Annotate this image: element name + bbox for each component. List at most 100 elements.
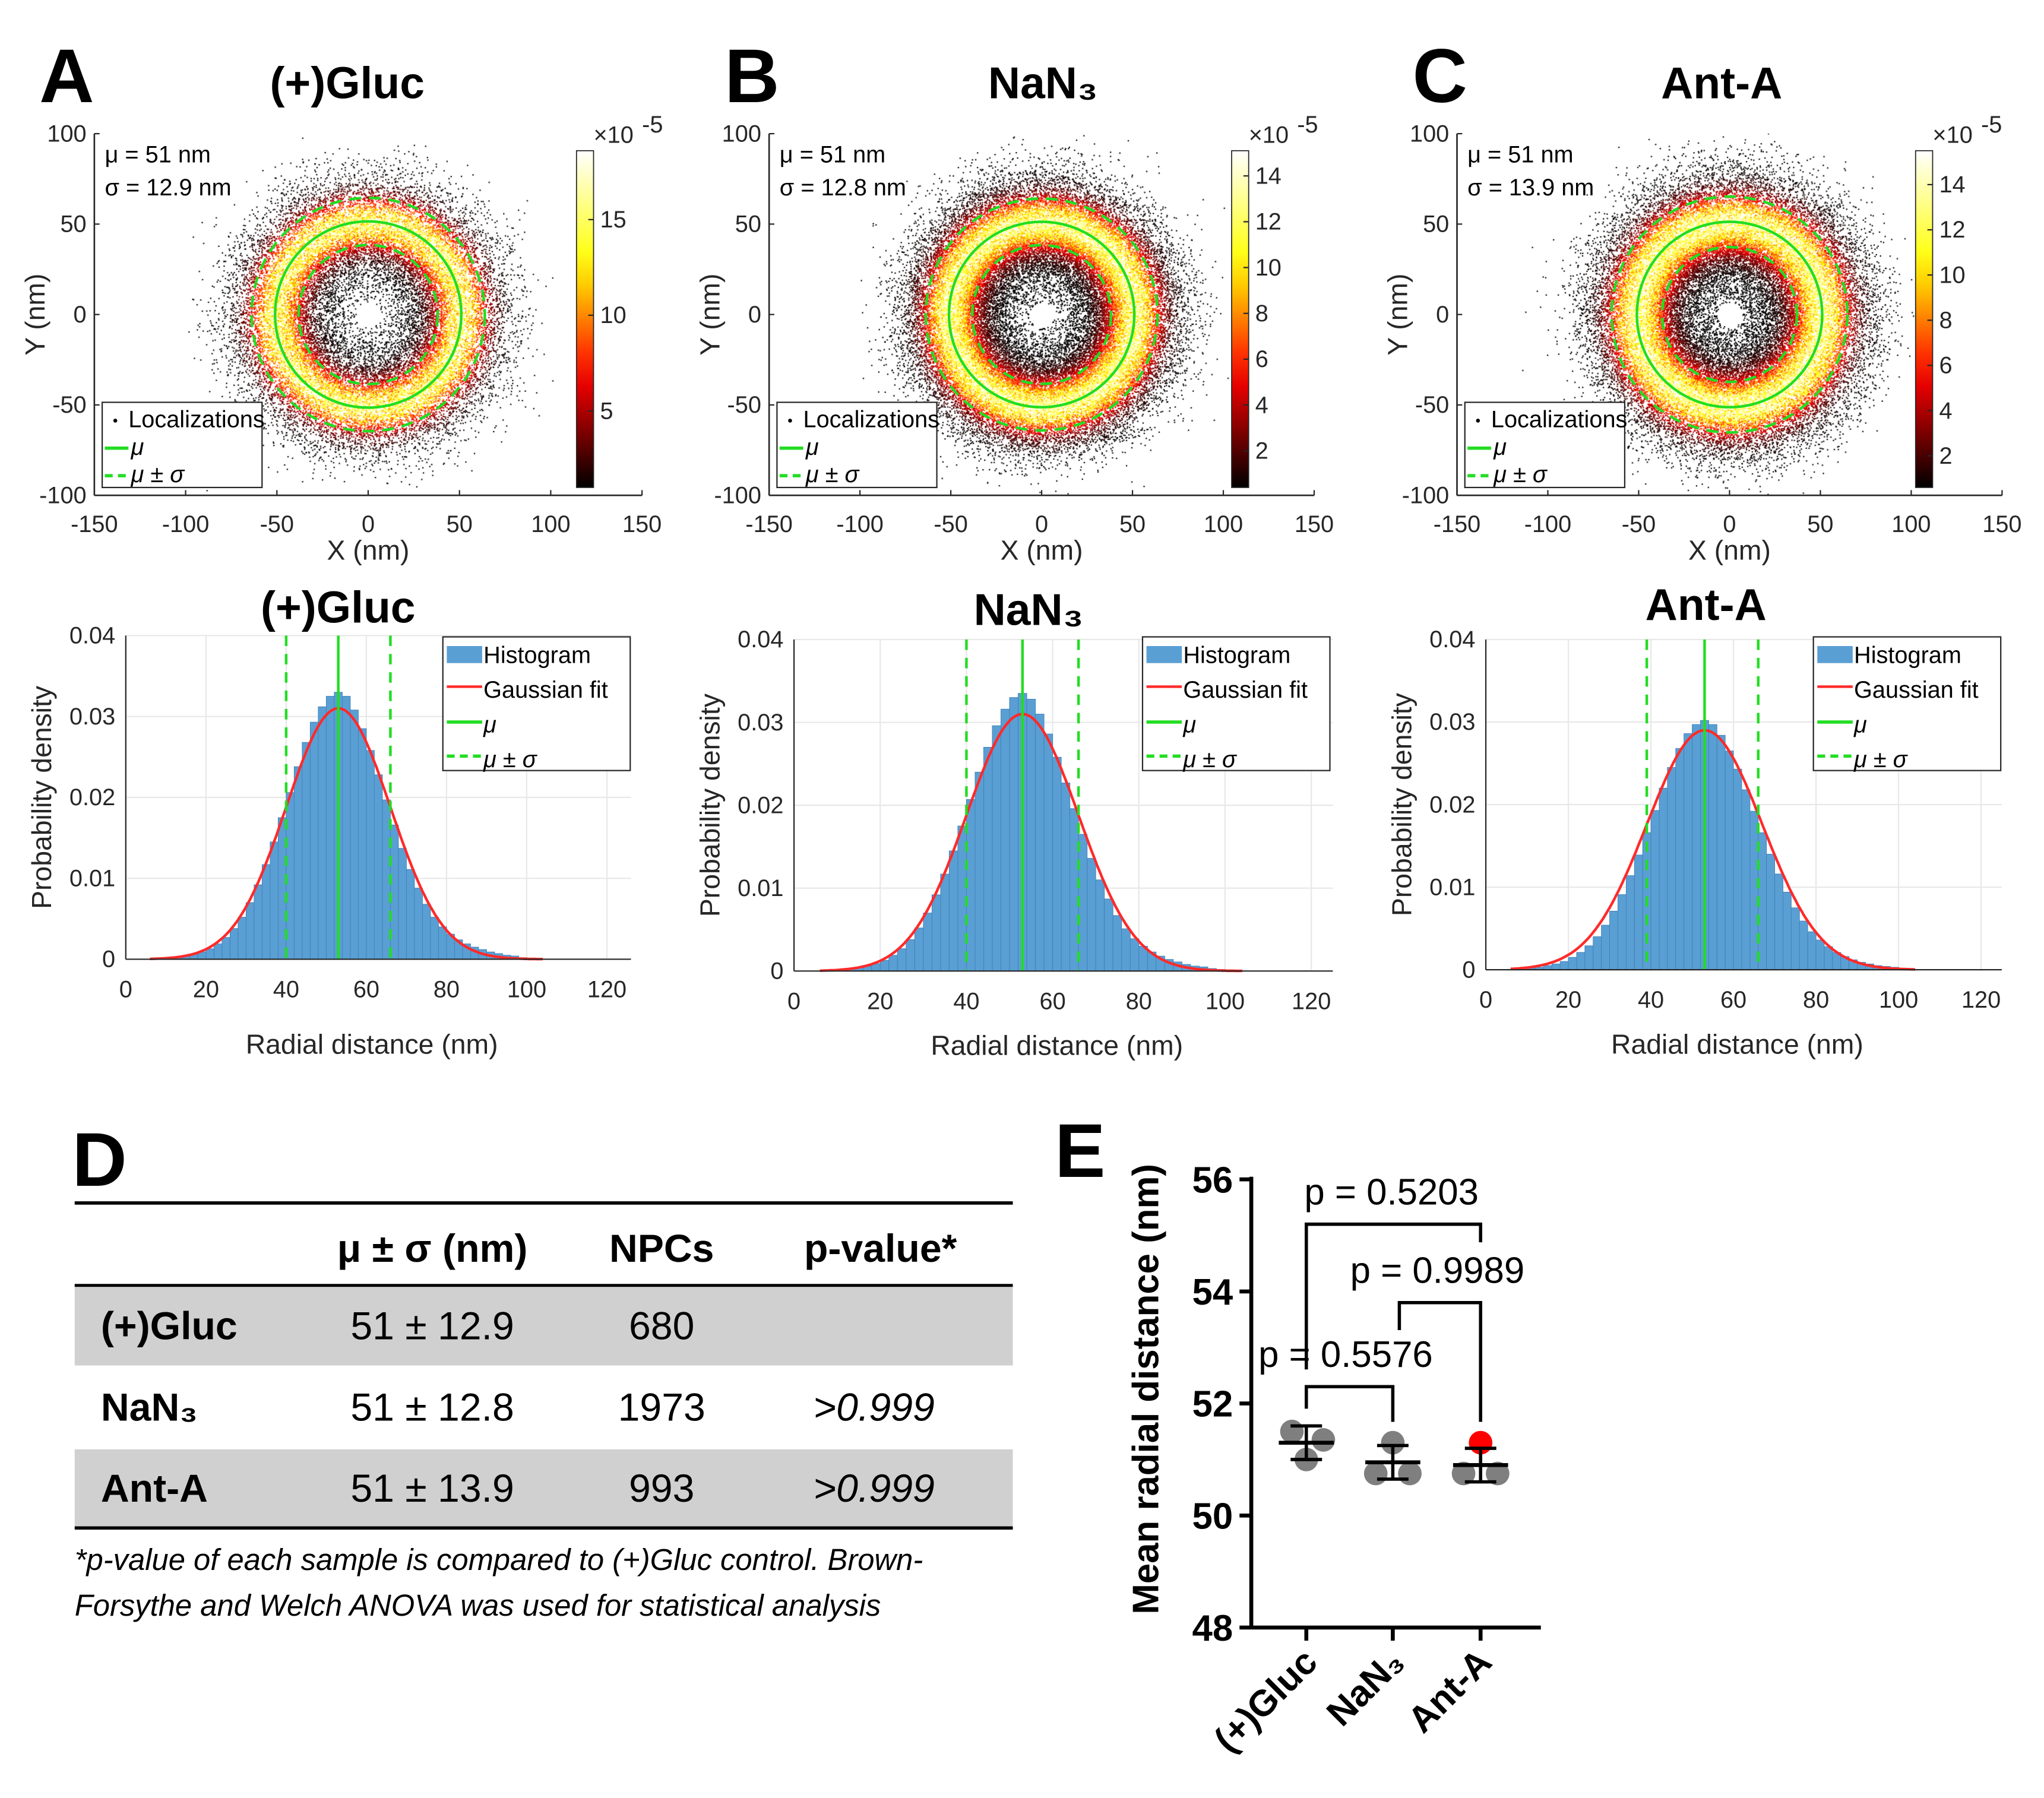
x-tick-label: 150: [1982, 511, 2021, 537]
histogram-bar: [1584, 945, 1594, 970]
legend-box: [1464, 401, 1626, 489]
histogram-bar: [974, 771, 984, 971]
table-header: p-value*: [804, 1227, 957, 1271]
legend-label: μ: [1493, 434, 1507, 460]
colorbar-gradient: [575, 150, 594, 488]
legend-label: μ: [1853, 712, 1867, 738]
results-table: Dμ ± σ (nm) NPCs p-value* (+)Gluc 51 ± 12.9 6…: [72, 1118, 1013, 1622]
ring-scatter-plot: -150 -100 -50 0 50 100 150 -100 -50 0 50 100 X (nm) Y…: [694, 112, 1334, 565]
x-tick-label: -50: [260, 511, 294, 537]
x-tick-label: -50: [934, 511, 967, 537]
histogram-bar: [1121, 928, 1131, 971]
y-tick-label: -100: [39, 482, 86, 508]
panel-letter: E: [1055, 1109, 1105, 1194]
x-tick-label: 100: [1891, 511, 1931, 537]
histogram-bar: [1799, 920, 1808, 970]
legend-label: Histogram: [1183, 642, 1290, 669]
y-tick-label: 0: [748, 302, 761, 328]
histogram-bar: [325, 696, 335, 960]
panel-letter: B: [724, 34, 779, 119]
y-tick-label: -100: [714, 482, 761, 508]
colorbar: 2 4 6 8 10 12 14 ×10 -5: [1231, 112, 1318, 488]
histogram-bar: [1043, 733, 1053, 971]
x-tick-label: 20: [193, 976, 219, 1002]
radial-histogram: 0 20 40 60 80 100 120 0 0.01 0.02 0.03 0.04 Radial d…: [694, 583, 1333, 1061]
histogram-bar: [1766, 854, 1776, 970]
y-axis-label: Mean radial distance (nm): [1125, 1164, 1166, 1615]
histogram-bar: [1576, 952, 1586, 970]
mu-sigma-cell: 51 ± 12.9: [350, 1304, 514, 1348]
data-point: [1381, 1430, 1405, 1455]
colorbar: 5 10 15 ×10 -5: [575, 112, 663, 488]
y-axis-label: Probability density: [26, 685, 57, 909]
legend-label: Gaussian fit: [1854, 677, 1979, 703]
histogram-bar: [1095, 879, 1105, 971]
x-tick-label: 120: [587, 976, 627, 1002]
p-value-cell: >0.999: [814, 1385, 935, 1429]
colorbar: 2 4 6 8 10 12 14 ×10 -5: [1915, 112, 2002, 488]
histogram-bar: [261, 864, 271, 960]
x-axis-label: X (nm): [327, 534, 410, 565]
mu-circle: [1635, 220, 1824, 409]
data-point: [1311, 1428, 1336, 1452]
y-tick-label: -100: [1402, 482, 1449, 508]
legend-label: Gaussian fit: [1183, 677, 1308, 703]
histogram-bar: [309, 721, 319, 960]
histogram-bar: [1009, 697, 1018, 971]
npcs-cell: 1973: [618, 1385, 705, 1429]
histogram-bar: [374, 774, 383, 960]
histogram-bar: [350, 710, 359, 960]
colorbar-tick-label: 6: [1939, 353, 1952, 379]
histogram-bar: [940, 873, 950, 971]
x-tick-label: 50: [447, 511, 473, 537]
histogram-bar: [1774, 873, 1783, 970]
table-row: NaN₃ 51 ± 12.8 1973 >0.999: [101, 1385, 935, 1429]
histogram-bar: [205, 948, 214, 960]
y-tick-label: 0: [74, 302, 87, 328]
histogram-title: NaN₃: [974, 585, 1084, 635]
histogram-bar: [1104, 898, 1113, 971]
legend-label: Localizations: [803, 406, 940, 432]
y-tick-label: -50: [727, 392, 761, 418]
row-shade: [74, 1449, 1013, 1528]
legend-label: μ ± σ: [805, 461, 860, 488]
y-tick-label: 0.04: [69, 623, 115, 649]
row-label: NaN₃: [101, 1385, 198, 1429]
panel-letter: A: [39, 34, 94, 119]
histogram-bar: [888, 955, 898, 971]
histogram-bar: [1035, 714, 1045, 971]
histogram-bar: [245, 902, 255, 960]
histogram-bar: [1650, 810, 1660, 970]
x-tick-label: 100: [1879, 987, 1918, 1013]
x-tick-label: 80: [1126, 988, 1152, 1014]
y-tick-label: 50: [60, 211, 86, 238]
legend-label: μ: [131, 434, 144, 460]
histogram-bar: [992, 725, 1001, 971]
x-tick-label: 0: [1035, 511, 1048, 537]
histogram-bar: [1659, 787, 1668, 970]
y-tick-label: 56: [1192, 1160, 1233, 1201]
histogram-bar: [318, 706, 327, 960]
mu-sigma-circle: [1610, 195, 1849, 434]
title-background: [1614, 578, 1798, 631]
y-tick-label: 0.04: [738, 626, 783, 653]
y-axis-label: Y (nm): [1382, 274, 1413, 356]
histogram-bar: [238, 917, 246, 960]
p-value-label: p = 0.9989: [1350, 1251, 1525, 1291]
x-tick-label: -100: [836, 511, 883, 537]
mu-annotation: μ = 51 nm: [105, 142, 211, 168]
histogram-bar: [906, 939, 915, 971]
legend-label: μ ± σ: [1853, 746, 1909, 773]
histogram-bar: [430, 917, 439, 960]
data-point: [1451, 1461, 1476, 1486]
x-tick-label: 0: [119, 976, 132, 1002]
histogram-bar: [1001, 708, 1010, 971]
legend-label: Localizations: [1491, 406, 1628, 432]
histogram-bar: [879, 960, 890, 971]
sigma-annotation: σ = 13.9 nm: [1467, 175, 1594, 201]
histogram-bar: [1052, 756, 1062, 971]
histogram-bar: [1112, 915, 1122, 971]
x-axis-label: X (nm): [1688, 534, 1771, 565]
legend-label: μ: [1182, 712, 1196, 738]
